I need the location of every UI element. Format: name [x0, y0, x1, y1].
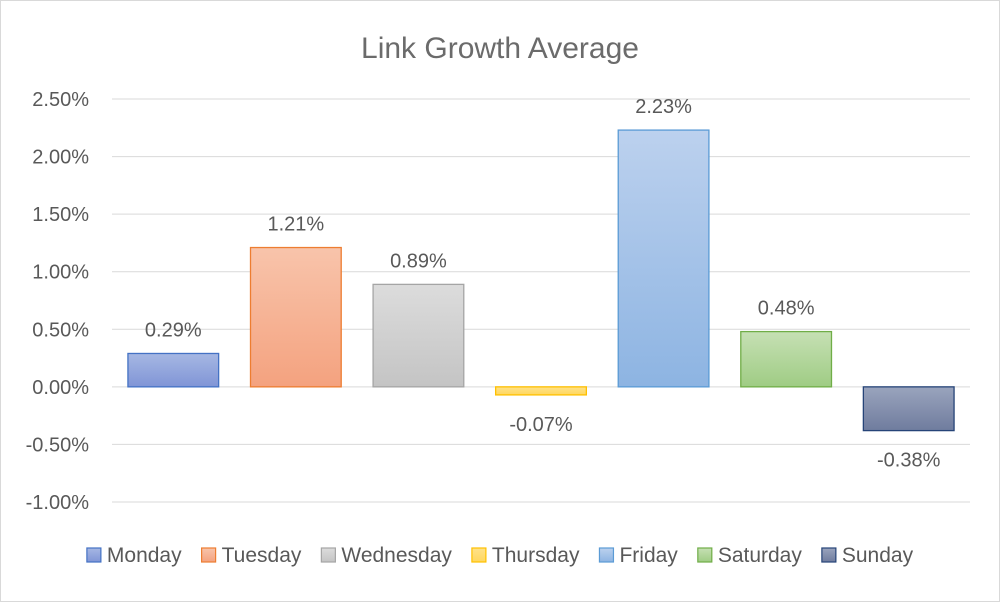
legend-label: Monday — [107, 544, 182, 567]
y-tick-label: 1.00% — [32, 262, 89, 284]
bar-thursday — [494, 386, 588, 396]
legend-label: Wednesday — [341, 544, 452, 567]
legend: Monday Tuesday Wednesday Thursday Friday Satu… — [86, 544, 914, 567]
data-label-monday: 0.29% — [145, 319, 202, 341]
legend-item-wednesday: Wednesday — [320, 544, 452, 567]
legend-swatch — [320, 547, 336, 563]
y-tick-label: 1.50% — [32, 204, 89, 226]
bar-saturday — [740, 330, 833, 388]
legend-swatch — [697, 547, 713, 563]
legend-swatch — [201, 547, 217, 563]
data-label-sunday: -0.38% — [877, 450, 941, 472]
legend-swatch — [86, 547, 102, 563]
data-label-friday: 2.23% — [635, 96, 692, 118]
data-label-wednesday: 0.89% — [390, 250, 447, 272]
bar-tuesday — [249, 246, 342, 388]
gridlines — [112, 98, 970, 503]
legend-item-tuesday: Tuesday — [201, 544, 302, 567]
bars — [127, 129, 955, 432]
bar-sunday — [862, 386, 955, 432]
chart-title: Link Growth Average — [361, 32, 639, 65]
legend-label: Saturday — [718, 544, 803, 567]
data-labels: 0.29% 1.21% 0.89% -0.07% 2.23% 0.48% -0.38% — [145, 96, 941, 472]
legend-item-monday: Monday — [86, 544, 182, 567]
legend-item-saturday: Saturday — [697, 544, 803, 567]
bar-monday — [127, 352, 220, 388]
legend-item-friday: Friday — [598, 544, 678, 567]
legend-item-thursday: Thursday — [471, 544, 580, 567]
data-label-tuesday: 1.21% — [267, 214, 324, 236]
bar-friday — [617, 129, 710, 388]
y-tick-label: -1.00% — [26, 492, 90, 514]
legend-label: Tuesday — [222, 544, 302, 567]
y-tick-label: 2.50% — [32, 89, 89, 111]
bar-wednesday — [372, 283, 465, 388]
y-tick-label: 0.50% — [32, 319, 89, 341]
legend-swatch — [598, 547, 615, 563]
legend-swatch — [821, 547, 837, 563]
data-label-saturday: 0.48% — [758, 298, 815, 320]
data-label-thursday: -0.07% — [509, 414, 573, 436]
y-tick-label: 0.00% — [32, 377, 89, 399]
legend-label: Sunday — [842, 544, 914, 567]
legend-item-sunday: Sunday — [821, 544, 914, 567]
y-axis-labels: 2.50% 2.00% 1.50% 1.00% 0.50% 0.00% -0.50% -1.0… — [26, 89, 90, 514]
y-tick-label: -0.50% — [26, 434, 90, 456]
legend-label: Friday — [619, 544, 678, 567]
legend-label: Thursday — [492, 544, 580, 567]
legend-swatch — [471, 547, 487, 563]
y-tick-label: 2.00% — [32, 147, 89, 169]
